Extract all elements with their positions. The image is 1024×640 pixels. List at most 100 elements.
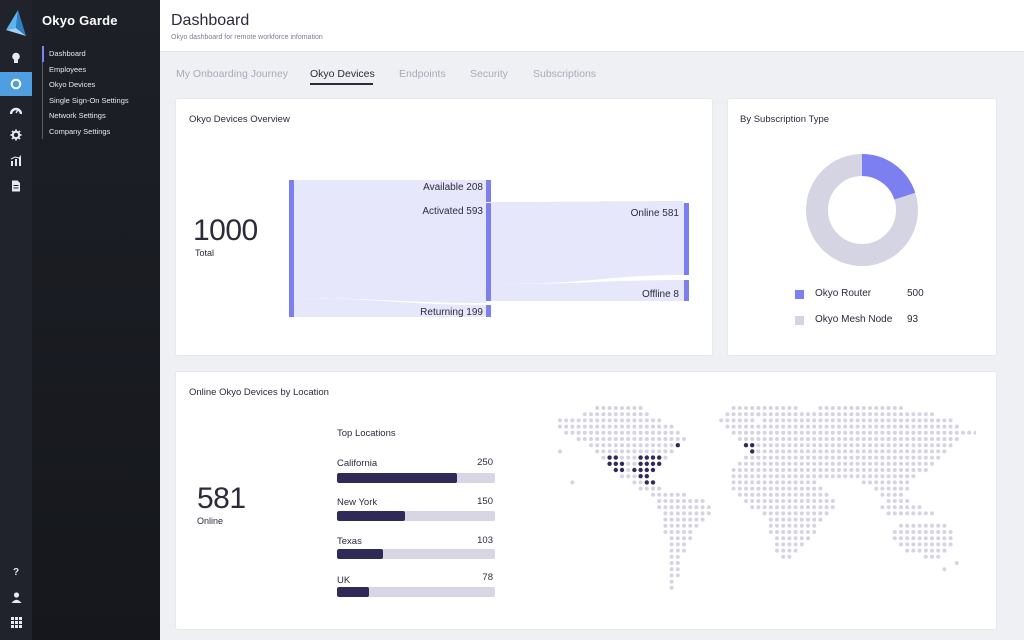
map-dot — [762, 505, 767, 510]
map-dot — [942, 424, 947, 429]
map-dot — [837, 412, 841, 417]
map-dot — [861, 461, 866, 466]
map-dot — [948, 536, 953, 541]
map-dot — [793, 530, 798, 534]
map-dot — [923, 412, 928, 417]
map-dot — [874, 449, 879, 454]
map-dot — [781, 554, 786, 559]
map-dot — [812, 430, 817, 435]
total-value: 1000 — [193, 214, 258, 247]
map-dot — [799, 430, 804, 435]
map-dot — [682, 517, 686, 522]
map-dot — [750, 486, 755, 491]
map-dot — [768, 424, 773, 429]
map-dot — [626, 468, 631, 472]
tab-security[interactable]: Security — [470, 68, 508, 80]
map-dot — [892, 505, 897, 510]
user-icon[interactable] — [0, 585, 32, 609]
map-dot — [818, 461, 823, 466]
gear-icon[interactable] — [0, 123, 32, 147]
map-dot — [632, 437, 637, 441]
grid-icon[interactable] — [0, 610, 32, 634]
lightbulb-icon[interactable] — [0, 46, 32, 70]
map-dot — [731, 412, 736, 417]
nav-item-network-settings[interactable]: Network Settings — [49, 111, 106, 120]
map-dot — [669, 424, 674, 429]
map-dot — [837, 437, 841, 441]
map-dot — [700, 499, 705, 503]
map-dot — [880, 492, 885, 497]
location-bar-fill-texas — [337, 549, 383, 559]
map-dot — [744, 418, 748, 423]
tab-endpoints[interactable]: Endpoints — [399, 68, 446, 80]
map-dot — [669, 517, 674, 522]
map-dot — [762, 437, 767, 441]
map-dot — [620, 474, 624, 479]
map-dot — [905, 474, 910, 479]
map-dot — [750, 461, 755, 466]
tab-my-onboarding-journey[interactable]: My Onboarding Journey — [176, 68, 289, 80]
map-dot — [837, 455, 841, 460]
tab-okyo-devices[interactable]: Okyo Devices — [310, 68, 375, 80]
map-dot — [868, 474, 872, 479]
map-dot — [830, 499, 835, 503]
map-dot — [768, 511, 773, 516]
map-dot — [849, 437, 854, 441]
tab-subscriptions[interactable]: Subscriptions — [533, 68, 597, 80]
map-dot — [812, 523, 817, 528]
map-dot — [768, 523, 773, 528]
nav-item-dashboard[interactable]: Dashboard — [42, 46, 129, 62]
map-dot — [762, 511, 767, 516]
map-dot — [868, 430, 872, 435]
total-label: Total — [195, 248, 215, 258]
map-dot — [806, 418, 810, 423]
map-dot — [787, 424, 792, 429]
map-dot — [880, 461, 885, 466]
circle-icon[interactable] — [0, 72, 32, 96]
map-dot — [806, 523, 810, 528]
legend-swatch-okyo-mesh-node — [795, 316, 804, 325]
speedometer-icon[interactable] — [0, 98, 32, 122]
map-dot — [756, 474, 761, 479]
help-icon[interactable]: ? — [0, 560, 32, 584]
map-dot — [638, 430, 643, 435]
map-dot — [830, 461, 835, 466]
map-dot — [632, 412, 637, 417]
nav-item-company-settings[interactable]: Company Settings — [49, 126, 111, 136]
analytics-icon[interactable] — [0, 148, 32, 172]
node-returning — [486, 305, 491, 317]
map-dot — [942, 530, 947, 534]
map-dot — [787, 511, 792, 516]
map-dot — [607, 443, 612, 448]
map-dot — [669, 536, 674, 541]
map-dot — [880, 437, 885, 441]
map-dot — [644, 437, 649, 441]
nav-item-employees[interactable]: Employees — [49, 64, 87, 74]
map-dot — [874, 437, 879, 441]
flow-online — [491, 201, 684, 284]
map-dot — [917, 461, 922, 466]
location-bar-uk — [337, 587, 495, 597]
okyo-logo-icon[interactable] — [4, 8, 28, 40]
map-dot — [793, 437, 798, 441]
document-icon[interactable] — [0, 174, 32, 198]
map-dot — [868, 443, 872, 448]
map-dot — [663, 523, 668, 528]
map-dot — [837, 461, 841, 466]
nav-item-okyo-devices[interactable]: Okyo Devices — [49, 80, 96, 89]
map-dot — [657, 424, 662, 429]
nav-item-single-sign-on-settings[interactable]: Single Sign-On Settings — [49, 95, 129, 105]
help-glyph: ? — [12, 566, 20, 578]
map-dot — [849, 474, 854, 479]
map-dot — [806, 499, 810, 503]
map-dot — [837, 406, 841, 410]
map-dot — [744, 437, 748, 441]
map-dot — [675, 542, 680, 547]
map-dot — [781, 437, 786, 441]
map-dot — [657, 486, 662, 491]
map-dot — [806, 486, 810, 491]
map-dot — [675, 573, 680, 578]
map-dot — [731, 430, 736, 435]
map-dot — [917, 418, 922, 423]
map-dot — [843, 437, 848, 441]
